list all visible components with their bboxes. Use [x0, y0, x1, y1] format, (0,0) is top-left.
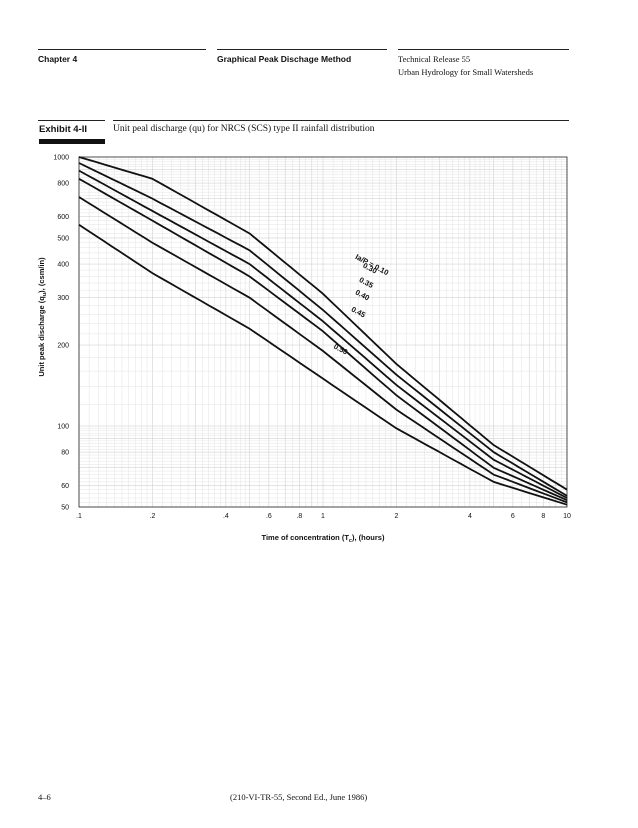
y-tick-label: 60	[61, 483, 69, 490]
x-tick-label: 1	[321, 513, 325, 520]
chart-grid	[78, 157, 567, 508]
exhibit-label: Exhibit 4-II	[39, 124, 88, 135]
exhibit-title: Unit peal discharge (qu) for NRCS (SCS) …	[113, 124, 375, 134]
x-tick-label: .2	[150, 513, 156, 520]
header-rule-right	[398, 49, 569, 50]
series-line-3	[78, 178, 568, 502]
footer-citation: (210-VI-TR-55, Second Ed., June 1986)	[230, 792, 368, 802]
y-tick-label: 80	[61, 450, 69, 457]
series-line-2	[78, 169, 568, 499]
series-line-1	[78, 162, 568, 497]
series-line-4	[78, 196, 568, 504]
chart-series	[78, 156, 568, 506]
exhibit-rule-left	[38, 120, 105, 121]
y-tick-label: 1000	[53, 155, 69, 162]
header-rule-center	[217, 49, 387, 50]
curve-label-5: 0.50	[332, 342, 349, 357]
x-axis-label: Time of concentration (Tc), (hours)	[262, 533, 385, 544]
y-tick-label: 100	[57, 424, 69, 431]
exhibit-rule-right	[113, 120, 569, 121]
peak-discharge-chart: 50 60 80 100 200 300 400 500 600 800 1000 .1 .2 .4 .6…	[37, 155, 571, 545]
header-rule-left	[38, 49, 206, 50]
x-tick-label: .6	[266, 513, 272, 520]
exhibit-label-bar	[39, 139, 105, 144]
y-tick-label: 500	[57, 235, 69, 242]
header-release-line2: Urban Hydrology for Small Watersheds	[398, 67, 534, 77]
y-tick-label: 50	[61, 505, 69, 512]
curve-label-3: 0.40	[354, 288, 371, 303]
x-tick-label: .1	[76, 513, 82, 520]
x-tick-label: 6	[511, 513, 515, 520]
header-chapter: Chapter 4	[38, 54, 78, 64]
series-line-0	[78, 156, 568, 491]
x-tick-labels: .1 .2 .4 .6 .8 1 2 4 6 8 10	[76, 513, 571, 520]
y-tick-label: 200	[57, 343, 69, 350]
series-line-5	[78, 223, 568, 506]
x-tick-label: .8	[296, 513, 302, 520]
x-tick-label: 8	[541, 513, 545, 520]
y-tick-label: 800	[57, 181, 69, 188]
header-release-line1: Technical Release 55	[398, 54, 471, 64]
y-axis-label: Unit peak discharge (qu), (csm/in)	[37, 257, 48, 377]
y-tick-label: 600	[57, 214, 69, 221]
curve-labels: Ia/P = 0.100.300.350.400.450.50	[332, 252, 390, 356]
x-tick-label: .4	[223, 513, 229, 520]
y-tick-label: 400	[57, 262, 69, 269]
plot-frame	[78, 156, 568, 508]
x-tick-label: 2	[394, 513, 398, 520]
footer-page-number: 4–6	[38, 792, 51, 802]
x-tick-label: 4	[468, 513, 472, 520]
y-tick-labels: 50 60 80 100 200 300 400 500 600 800 1000	[53, 155, 69, 512]
header-section: Graphical Peak Dischage Method	[217, 54, 352, 64]
y-tick-label: 300	[57, 295, 69, 302]
x-tick-label: 10	[563, 513, 571, 520]
